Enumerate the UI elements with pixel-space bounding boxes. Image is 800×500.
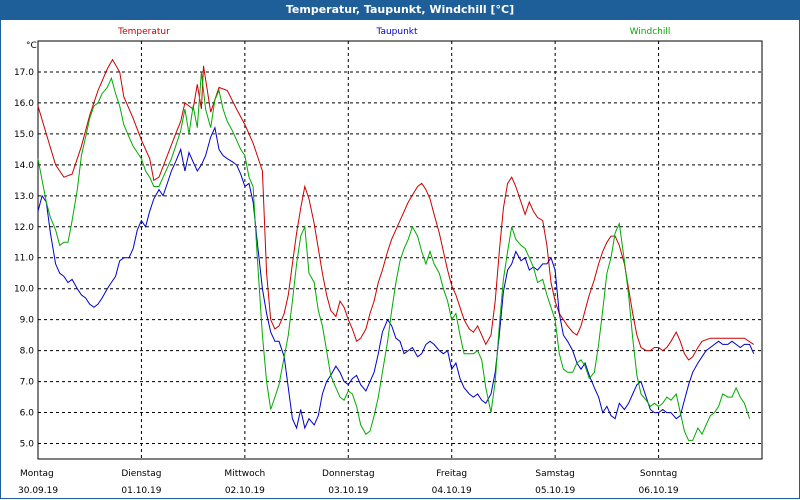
- axes: 5.0 6.0 7.0 8.0 9.0 10.0 11.0 12.0 13.0 14.0 15.0 1…: [14, 40, 763, 496]
- y-tick-label: 15.0: [14, 130, 34, 140]
- x-tick-date: 06.10.19: [639, 486, 679, 496]
- y-tick-label: 14.0: [14, 161, 34, 171]
- series-lines: [37, 58, 755, 441]
- x-tick-day: Freitag: [436, 469, 467, 479]
- y-tick-label: 5.0: [20, 440, 35, 450]
- x-tick-date: 02.10.19: [225, 486, 265, 496]
- x-tick-day: Dienstag: [121, 469, 161, 479]
- x-tick-date: 01.10.19: [121, 486, 161, 496]
- y-tick-label: 12.0: [14, 223, 34, 233]
- series-line-windchill: [37, 71, 751, 441]
- x-tick-date: 05.10.19: [535, 486, 575, 496]
- y-tick-label: 10.0: [14, 285, 34, 295]
- y-tick-label: 11.0: [14, 254, 34, 264]
- grid: [38, 41, 762, 459]
- x-tick-date: 30.09.19: [18, 486, 58, 496]
- x-tick-date: 03.10.19: [328, 486, 368, 496]
- x-tick-date: 04.10.19: [432, 486, 472, 496]
- x-tick-day: Sonntag: [640, 469, 677, 479]
- y-axis-label: °C: [26, 41, 37, 51]
- x-tick-day: Samstag: [535, 469, 574, 479]
- x-tick-day: Montag: [20, 469, 54, 479]
- series-line-temperatur: [37, 58, 754, 361]
- y-tick-label: 13.0: [14, 192, 34, 202]
- y-tick-label: 6.0: [20, 409, 35, 419]
- x-tick-day: Mittwoch: [224, 469, 265, 479]
- series-line-taupunkt: [37, 126, 755, 430]
- y-tick-label: 9.0: [20, 316, 35, 326]
- x-tick-day: Donnerstag: [322, 469, 375, 479]
- legend-taupunkt: Taupunkt: [375, 27, 418, 37]
- legend: Temperatur Taupunkt Windchill: [117, 27, 670, 37]
- y-tick-label: 16.0: [14, 99, 34, 109]
- y-tick-label: 8.0: [20, 347, 35, 357]
- legend-windchill: Windchill: [630, 27, 671, 37]
- legend-temperatur: Temperatur: [117, 27, 170, 37]
- y-tick-label: 17.0: [14, 68, 34, 78]
- y-tick-label: 7.0: [20, 378, 35, 388]
- chart-title: Temperatur, Taupunkt, Windchill [°C]: [0, 0, 800, 20]
- plot-area-border: [37, 40, 763, 460]
